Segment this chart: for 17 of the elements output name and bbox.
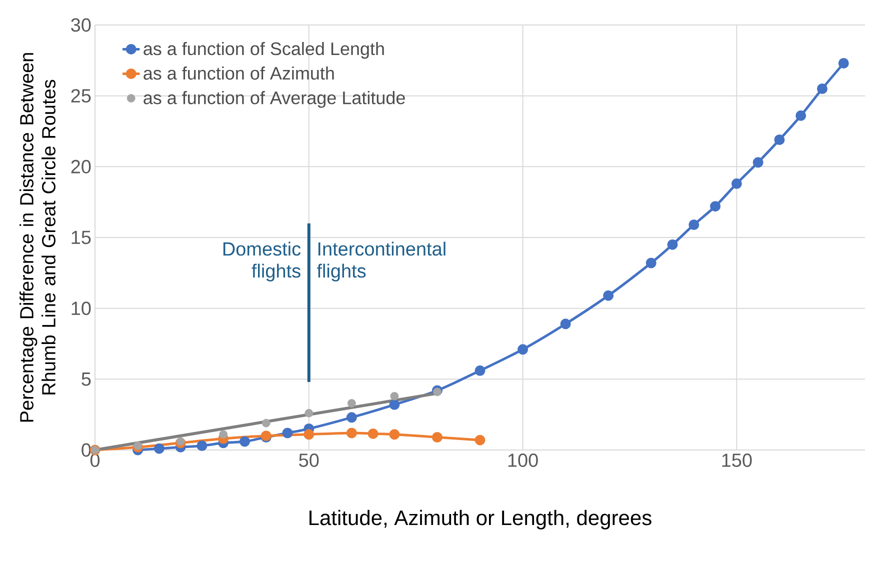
y-tick-label: 25 (71, 89, 91, 103)
y-tick-label: 15 (72, 230, 91, 244)
annotation: Intercontinental flights (316, 242, 446, 282)
legend-label: as a function of Scaled Length (144, 42, 384, 59)
annotation: Domestic flights (223, 242, 301, 282)
x-tick-label: 100 (508, 454, 538, 467)
y-tick-label: 0 (82, 443, 91, 457)
x-axis-title: Latitude, Azimuth or Length, degrees (310, 510, 652, 530)
x-tick-label: 50 (299, 454, 319, 467)
legend-label: as a function of Average Latitude (144, 91, 405, 108)
legend-label: as a function of Azimuth (144, 66, 334, 80)
y-tick-label: 20 (71, 160, 91, 174)
y-tick-label: 10 (72, 302, 91, 316)
y-axis-title: Percentage Difference in Distance Between Rhumb Line and Great Circle Routes (20, 53, 56, 422)
y-tick-label: 5 (82, 372, 91, 386)
y-tick-label: 30 (71, 18, 91, 32)
x-tick-label: 150 (722, 454, 752, 467)
